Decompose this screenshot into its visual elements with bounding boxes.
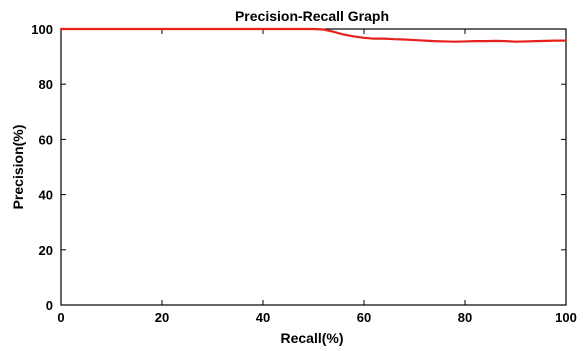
tick-labels: 0 20 40 60 80 100 0 20 40 60 80 100 bbox=[31, 22, 577, 325]
series-line-0 bbox=[59, 27, 568, 43]
y-tick-label: 60 bbox=[39, 132, 53, 147]
y-tick-label: 20 bbox=[39, 243, 53, 258]
y-axis-label: Precision(%) bbox=[10, 125, 26, 210]
x-tick-label: 80 bbox=[458, 310, 472, 325]
series-layer bbox=[59, 27, 568, 43]
x-tick-label: 40 bbox=[256, 310, 270, 325]
y-tick-label: 40 bbox=[39, 188, 53, 203]
y-tick-label: 0 bbox=[46, 298, 53, 313]
x-axis-label: Recall(%) bbox=[280, 330, 343, 346]
y-tick-label: 80 bbox=[39, 77, 53, 92]
x-tick-label: 20 bbox=[155, 310, 169, 325]
x-tick-label: 60 bbox=[357, 310, 371, 325]
plot-area bbox=[60, 28, 567, 306]
x-tick-label: 100 bbox=[555, 310, 577, 325]
chart-title: Precision-Recall Graph bbox=[235, 8, 389, 24]
y-tick-label: 100 bbox=[31, 22, 53, 37]
x-tick-label: 0 bbox=[57, 310, 64, 325]
